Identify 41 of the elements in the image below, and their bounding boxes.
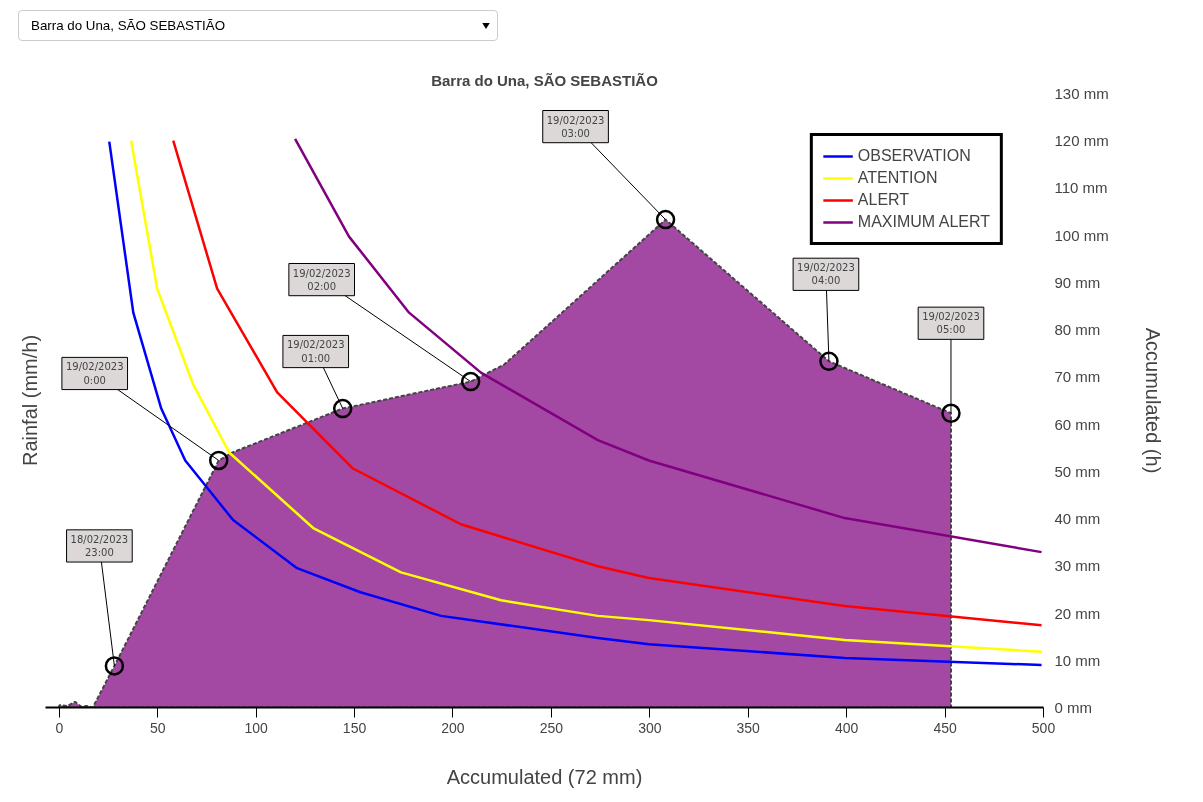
y-tick-label: 120 mm [1054,132,1109,150]
annotation: 19/02/2023 0:00 [65,361,124,386]
y-tick-label: 30 mm [1054,557,1101,575]
y-tick-label: 40 mm [1054,510,1101,528]
legend-label: OBSERVATION [857,147,971,166]
x-tick-label: 150 [342,719,367,736]
chart-title: Barra do Una, SÃO SEBASTIÃO [431,71,659,89]
x-tick-label: 50 [149,719,166,736]
legend-label: ALERT [857,191,910,210]
y-tick-label: 80 mm [1054,321,1101,339]
annotation: 19/02/2023 04:00 [797,262,855,287]
y-tick-label: 10 mm [1054,651,1101,669]
x-axis-title: Accumulated (72 mm) [446,765,643,788]
y-tick-label: 60 mm [1054,415,1101,433]
text: Barra do Una, SÃO SEBASTIÃO [18,10,498,42]
y-tick-label: 0 mm [1054,699,1092,717]
x-tick-label: 300 [638,719,662,736]
x-tick-label: 250 [539,719,564,736]
x-tick-label: 450 [933,719,957,736]
annotation: 19/02/2023 02:00 [292,267,351,292]
y-tick-label: 110 mm [1054,179,1108,197]
y-axis-title: Rainfal (mm/h) [18,335,41,467]
x-tick-label: 350 [736,719,761,736]
legend-label: ATENTION [857,169,938,188]
legend-label: MAXIMUM ALERT [857,213,990,232]
x-tick-label: 200 [441,719,465,736]
x-tick-label: 500 [1031,719,1056,736]
y-tick-label: 20 mm [1054,604,1101,622]
x-tick-label: 400 [834,719,859,736]
annotation: 19/02/2023 01:00 [286,339,345,364]
annotation: 19/02/2023 03:00 [546,114,605,139]
y-tick-label: 100 mm [1054,226,1109,244]
y-tick-label: 130 mm [1054,85,1109,103]
annotation: 18/02/2023 23:00 [70,533,129,559]
y2-axis-title: Accumulated (h) [1141,327,1164,474]
y-tick-label: 50 mm [1054,462,1101,480]
annotation: 19/02/2023 05:00 [922,311,980,336]
x-tick-label: 0 [55,719,64,736]
y-tick-label: 70 mm [1054,368,1101,386]
y-tick-label: 90 mm [1054,274,1101,292]
x-tick-label: 100 [244,719,269,736]
